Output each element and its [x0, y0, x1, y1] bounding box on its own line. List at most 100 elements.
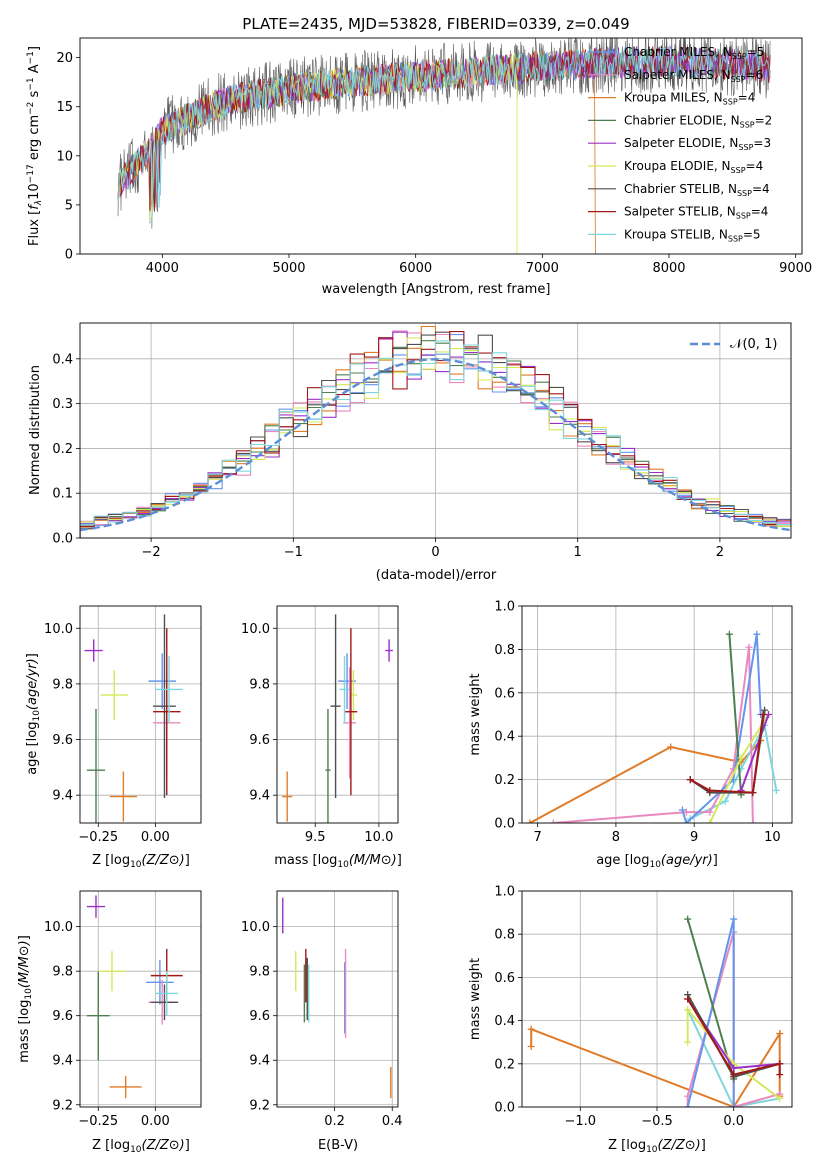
plot-spectrum: 4000 5000 6000 7000 8000 9000 0 5 10 15 20 waveleng…: [26, 37, 812, 297]
plot-age_vs_mass: 9.5 10.0 9.4 9.6 9.8 10.0 mass [log10(M/M⊙)]: [241, 605, 402, 870]
x-axis-label: E(B-V): [318, 1138, 358, 1153]
y-tick-label: 20: [56, 51, 73, 66]
point-marker: [706, 808, 714, 816]
point-marker: [527, 1025, 535, 1033]
point-marker: [761, 706, 769, 714]
point-marker: [684, 1038, 692, 1046]
errorbar-salpeter_miles: [343, 667, 356, 779]
y-tick-label: 0.3: [52, 397, 73, 412]
plot-residuals: −2 −1 0 1 2 0.0 0.1 0.2 0.3 0.4 (data-model)/error…: [28, 322, 792, 583]
legend-label: Salpeter ELODIE, NSSP=3: [624, 136, 771, 152]
errorbar-chabrier_elodie: [86, 708, 106, 823]
y-tick-label: 9.8: [52, 677, 73, 692]
axes-frame: [79, 37, 803, 255]
y-tick-label: 10.0: [44, 622, 73, 637]
x-tick-label: 2: [716, 545, 724, 560]
x-tick-label: 8000: [652, 261, 685, 276]
errorbar-salpeter_elodie: [84, 639, 103, 662]
series-line-chabrier_miles: [686, 918, 735, 1107]
y-tick-label: 9.6: [249, 733, 270, 748]
legend: Chabrier MILES, NSSP=5 Salpeter MILES, NS…: [588, 45, 772, 243]
series-line-kroupa_miles: [530, 1027, 781, 1107]
y-tick-label: 9.2: [249, 1098, 270, 1113]
x-axis-label: Z [log10(Z/Z⊙)]: [92, 853, 190, 870]
x-tick-label: −0.25: [78, 830, 118, 845]
plot-mass_vs_z: −0.25 0.00 9.2 9.4 9.6 9.8 10.0 Z [log10(Z/Z⊙)]…: [17, 890, 202, 1155]
point-marker: [684, 915, 692, 923]
y-tick-label: 0.0: [494, 817, 515, 832]
point-marker: [706, 786, 714, 794]
x-tick-label: 8: [612, 830, 620, 845]
x-tick-label: 4000: [146, 261, 179, 276]
point-marker: [753, 630, 761, 638]
errorbar-chabrier_stelib: [330, 614, 341, 798]
data-layer: [80, 325, 791, 538]
errorbar-chabrier_stelib: [153, 614, 176, 798]
y-tick-label: 0.0: [52, 532, 73, 547]
point-marker: [730, 1071, 738, 1079]
grid-lines: [277, 891, 398, 1107]
data-layer: [282, 614, 393, 823]
y-tick-label: 0.4: [494, 730, 515, 745]
x-tick-label: −2: [142, 545, 161, 560]
y-tick-label: 0.2: [494, 773, 515, 788]
y-tick-label: 10.0: [241, 920, 270, 935]
point-marker: [730, 915, 738, 923]
y-tick-label: 0.4: [52, 352, 73, 367]
grid-lines: [522, 890, 792, 1108]
point-marker: [706, 819, 714, 823]
errorbar-kroupa_stelib: [155, 656, 183, 723]
errorbar-kroupa_stelib: [155, 971, 179, 1016]
point-marker: [737, 754, 745, 762]
y-tick-label: 0.2: [52, 442, 73, 457]
errorbar-chabrier_miles: [146, 960, 174, 1005]
data-layer: [84, 614, 183, 823]
axes-frame: [79, 890, 202, 1108]
plot-mass_vs_ebv: 0.2 0.4 9.2 9.4 9.6 9.8 10.0 E(B-V): [241, 890, 403, 1153]
series-line-salpeter_stelib: [686, 998, 781, 1076]
y-axis-label: Normed distribution: [28, 365, 43, 495]
data-layer: [117, 38, 771, 254]
x-tick-label: −0.25: [78, 1114, 118, 1129]
y-tick-label: 0: [65, 248, 73, 263]
point-marker: [682, 819, 690, 823]
errorbar-kroupa_miles: [109, 1075, 142, 1099]
point-marker: [684, 995, 692, 1003]
x-tick-label: −0.5: [641, 1114, 673, 1129]
y-axis-label: Flux [fλ10−17 erg cm−2 s−1 A−1]: [26, 46, 44, 246]
legend-label: Kroupa STELIB, NSSP=5: [624, 227, 761, 243]
y-tick-label: 9.6: [52, 1009, 73, 1024]
y-tick-label: 1.0: [494, 885, 515, 900]
x-tick-label: 10: [764, 830, 781, 845]
point-marker: [776, 1030, 784, 1038]
axes-frame: [79, 605, 202, 824]
plot-massweight_vs_age: 7 8 9 10 0.0 0.2 0.4 0.6 0.8 1.0 mass weight age [l…: [468, 600, 793, 870]
x-tick-label: 0.00: [141, 1114, 170, 1129]
errorbar-chabrier_elodie: [86, 971, 110, 1061]
errorbar-chabrier_miles: [148, 653, 176, 709]
y-tick-label: 0.8: [494, 643, 515, 658]
y-tick-label: 9.8: [249, 965, 270, 980]
point-marker: [684, 1103, 692, 1107]
errorbar-salpeter_stelib: [153, 628, 181, 796]
grid-lines: [277, 606, 398, 823]
x-tick-label: −1.0: [565, 1114, 597, 1129]
point-marker: [684, 1006, 692, 1014]
y-tick-label: 5: [65, 198, 73, 213]
x-tick-label: 0.2: [324, 1114, 345, 1129]
y-tick-label: 9.4: [52, 789, 73, 804]
series-line-salpeter_elodie: [740, 714, 770, 791]
legend-label: Salpeter STELIB, NSSP=4: [624, 205, 768, 221]
x-tick-label: 0: [431, 545, 439, 560]
y-tick-label: 9.4: [249, 789, 270, 804]
data-layer: [526, 630, 780, 823]
figure-title: PLATE=2435, MJD=53828, FIBERID=0339, z=0…: [242, 15, 629, 33]
legend-label: Chabrier MILES, NSSP=5: [624, 45, 764, 61]
series-line-chabrier_elodie: [728, 634, 743, 795]
point-marker: [745, 643, 753, 651]
x-tick-label: 9: [690, 830, 698, 845]
x-tick-label: 9000: [779, 261, 812, 276]
x-tick-label: 6000: [399, 261, 432, 276]
y-tick-label: 0.6: [494, 971, 515, 986]
legend-label: 𝒩(0, 1): [730, 337, 777, 352]
